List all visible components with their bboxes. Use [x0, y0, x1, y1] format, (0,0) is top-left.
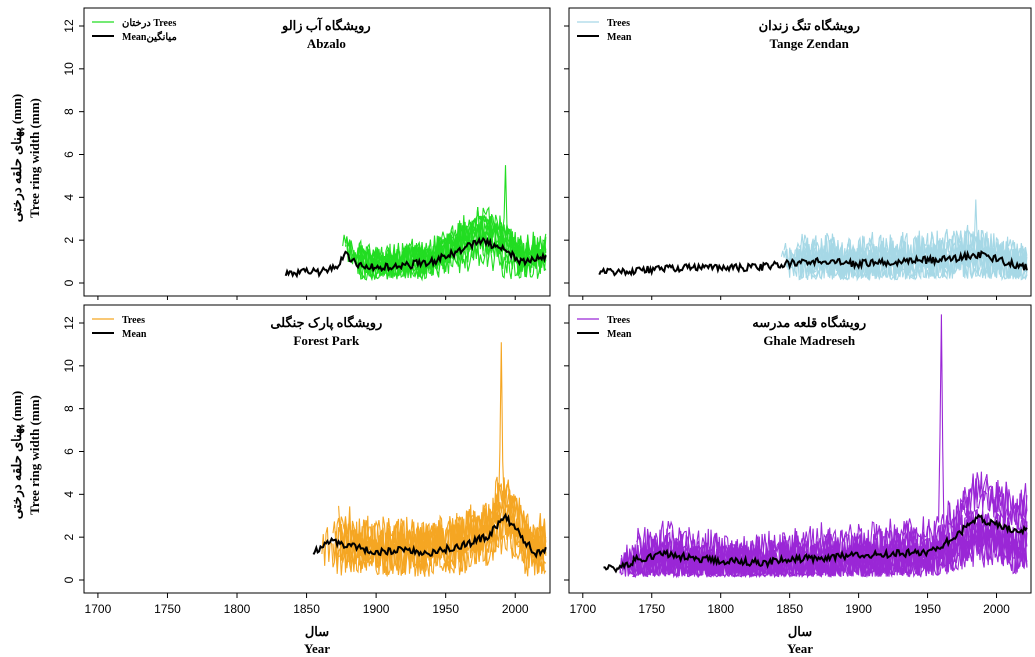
- y-tick-label: 10: [62, 62, 76, 76]
- x-tick-label: 1850: [776, 602, 803, 616]
- y-tick-label: 10: [62, 359, 76, 373]
- y-tick-label: 4: [62, 194, 76, 201]
- y-tick-label: 0: [62, 576, 76, 583]
- x-axis-label-fa: سال: [788, 624, 812, 639]
- tree-series-line: [346, 507, 547, 575]
- x-tick-label: 1950: [914, 602, 941, 616]
- x-tick-label: 1850: [293, 602, 320, 616]
- x-axis-label-group: سال Year: [304, 624, 330, 656]
- x-tick-label: 1950: [432, 602, 459, 616]
- x-tick-label: 1900: [363, 602, 390, 616]
- panel-title-en: Tange Zendan: [770, 36, 850, 51]
- mean-series-line: [312, 512, 547, 559]
- x-axis-label-group: سال Year: [787, 624, 813, 656]
- panel-title-fa: رویشگاه پارک جنگلی: [270, 314, 382, 331]
- y-tick-label: 4: [62, 491, 76, 498]
- plot-frame: [568, 7, 1032, 297]
- legend-trees-label: Trees: [607, 315, 630, 326]
- y-axis-label-group: پهنای حلقه درختی (mm) Tree ring width (mm…: [9, 391, 42, 520]
- tree-series-line: [622, 471, 1028, 576]
- chart-panel-bottom-left: 0 2 4 6 8 10 12 1700 1750 1800 1850 1900 1950 2000 Tre…: [62, 304, 551, 616]
- y-tick-label: 6: [62, 151, 76, 158]
- mean-series-line: [603, 513, 1028, 574]
- x-tick-label: 1900: [845, 602, 872, 616]
- plot-frame: [83, 7, 551, 297]
- legend-mean-label: Mean: [607, 329, 632, 340]
- panel-title-en: Ghale Madreseh: [763, 333, 856, 348]
- y-axis-label-en: Tree ring width (mm): [27, 98, 42, 218]
- x-tick-label: 1800: [707, 602, 734, 616]
- tree-series-line: [636, 472, 1028, 576]
- y-tick-label: 8: [62, 108, 76, 115]
- tree-series-group: [780, 199, 1028, 282]
- legend-trees-label: Trees: [122, 315, 145, 326]
- legend-mean-label: Mean: [607, 32, 632, 43]
- y-tick-label: 0: [62, 279, 76, 286]
- x-tick-label: 1750: [638, 602, 665, 616]
- y-axis-label-fa: پهنای حلقه درختی (mm): [9, 391, 25, 520]
- tree-series-group: [342, 165, 547, 282]
- legend-mean-label: Mean: [122, 329, 147, 340]
- chart-panel-bottom-right: 1700 1750 1800 1850 1900 1950 2000 Trees Mean روی…: [564, 304, 1032, 616]
- chart-panel-top-right: Trees Mean رویشگاه تنگ زندان Tange Zendan: [564, 7, 1032, 300]
- tree-series-line: [796, 233, 1028, 281]
- mean-series-line: [598, 249, 1028, 277]
- panel-title-en: Abzalo: [307, 36, 346, 51]
- y-axis-label-group: پهنای حلقه درختی (mm) Tree ring width (mm…: [9, 94, 42, 223]
- tree-series-line: [619, 522, 1028, 579]
- legend-trees-label: درختان Trees: [122, 18, 176, 29]
- y-tick-label: 2: [62, 237, 76, 244]
- x-axis-label-en: Year: [304, 641, 330, 656]
- legend-trees-label: Trees: [607, 18, 630, 29]
- y-tick-label: 8: [62, 405, 76, 412]
- panel-title-en: Forest Park: [293, 333, 360, 348]
- legend-mean-label: Meanمیانگین: [122, 30, 177, 43]
- y-tick-label: 2: [62, 534, 76, 541]
- x-tick-label: 2000: [502, 602, 529, 616]
- x-tick-label: 1700: [85, 602, 112, 616]
- x-axis-label-en: Year: [787, 641, 813, 656]
- x-tick-label: 2000: [983, 602, 1010, 616]
- panel-title-fa: رویشگاه تنگ زندان: [759, 17, 860, 34]
- tree-series-group: [321, 342, 547, 577]
- x-tick-label: 1800: [224, 602, 251, 616]
- y-tick-label: 12: [62, 19, 76, 33]
- plot-frame: [83, 304, 551, 594]
- x-tick-label: 1750: [154, 602, 181, 616]
- mean-series-line: [284, 236, 547, 279]
- x-tick-label: 1700: [569, 602, 596, 616]
- panel-title-fa: رویشگاه قلعه مدرسه: [752, 314, 866, 331]
- y-axis-label-fa: پهنای حلقه درختی (mm): [9, 94, 25, 223]
- y-tick-label: 12: [62, 316, 76, 330]
- y-tick-label: 6: [62, 448, 76, 455]
- tree-series-group: [619, 314, 1028, 579]
- x-axis-label-fa: سال: [305, 624, 329, 639]
- tree-series-line: [346, 216, 547, 278]
- panel-title-fa: رویشگاه آب زالو: [281, 17, 371, 34]
- tree-series-line: [336, 477, 547, 568]
- y-axis-label-en: Tree ring width (mm): [27, 395, 42, 515]
- plot-frame: [568, 304, 1032, 594]
